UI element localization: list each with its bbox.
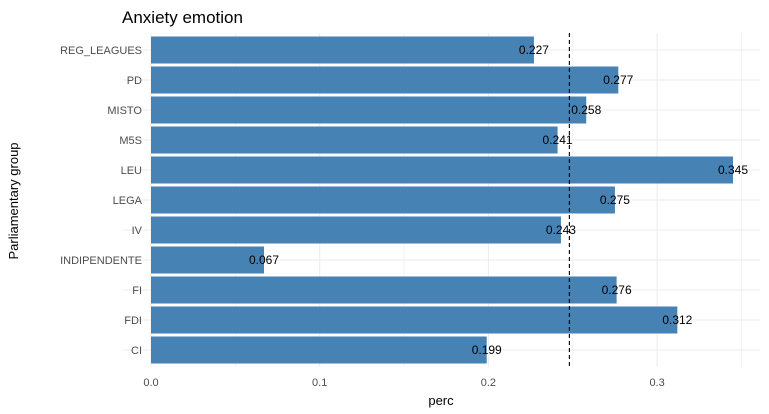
chart-title: Anxiety emotion: [122, 8, 243, 27]
x-tick-label: 0.2: [481, 377, 496, 389]
bar-pd: [151, 66, 619, 94]
y-tick-label: LEGA: [113, 195, 143, 207]
x-tick-label: 0.1: [312, 377, 327, 389]
bar-leu: [151, 156, 734, 184]
y-tick-label: LEU: [121, 165, 142, 177]
y-tick-label: REG_LEAGUES: [60, 45, 142, 57]
data-label-iv: 0.243: [546, 223, 576, 237]
bar-ci: [151, 336, 487, 364]
data-label-ci: 0.199: [472, 343, 502, 357]
y-tick-label: INDIPENDENTE: [60, 255, 142, 267]
bar-misto: [151, 96, 587, 124]
y-tick-label: MISTO: [107, 105, 142, 117]
bars-layer: [151, 36, 734, 364]
data-label-lega: 0.275: [600, 193, 630, 207]
bar-fdi: [151, 306, 678, 334]
bar-lega: [151, 186, 615, 214]
y-tick-label: CI: [131, 345, 142, 357]
x-axis-title: perc: [428, 393, 454, 408]
data-label-fi: 0.276: [602, 283, 632, 297]
y-tick-labels: REG_LEAGUES PD MISTO M5S LEU LEGA IV INDIPENDEN…: [60, 45, 143, 357]
y-tick-label: FDI: [124, 315, 142, 327]
data-label-m5s: 0.241: [543, 133, 573, 147]
x-tick-label: 0.3: [649, 377, 664, 389]
x-tick-label: 0.0: [143, 377, 158, 389]
data-label-misto: 0.258: [571, 103, 601, 117]
y-tick-label: IV: [132, 225, 143, 237]
data-label-reg_leagues: 0.227: [519, 43, 549, 57]
x-tick-labels: 0.0 0.1 0.2 0.3: [143, 377, 664, 389]
data-label-fdi: 0.312: [662, 313, 692, 327]
bar-fi: [151, 276, 617, 304]
y-tick-label: M5S: [119, 135, 142, 147]
data-label-pd: 0.277: [603, 73, 633, 87]
y-tick-label: PD: [127, 75, 142, 87]
bar-m5s: [151, 126, 558, 154]
y-axis-title: Parliamentary group: [6, 142, 21, 259]
data-labels-layer: 0.227 0.277 0.258 0.241 0.345 0.275 0.243 0.067…: [249, 43, 748, 357]
data-label-indipendente: 0.067: [249, 253, 279, 267]
bar-indipendente: [151, 246, 265, 274]
bar-reg_leagues: [151, 36, 534, 64]
y-tick-label: FI: [132, 285, 142, 297]
data-label-leu: 0.345: [718, 163, 748, 177]
bar-iv: [151, 216, 561, 244]
